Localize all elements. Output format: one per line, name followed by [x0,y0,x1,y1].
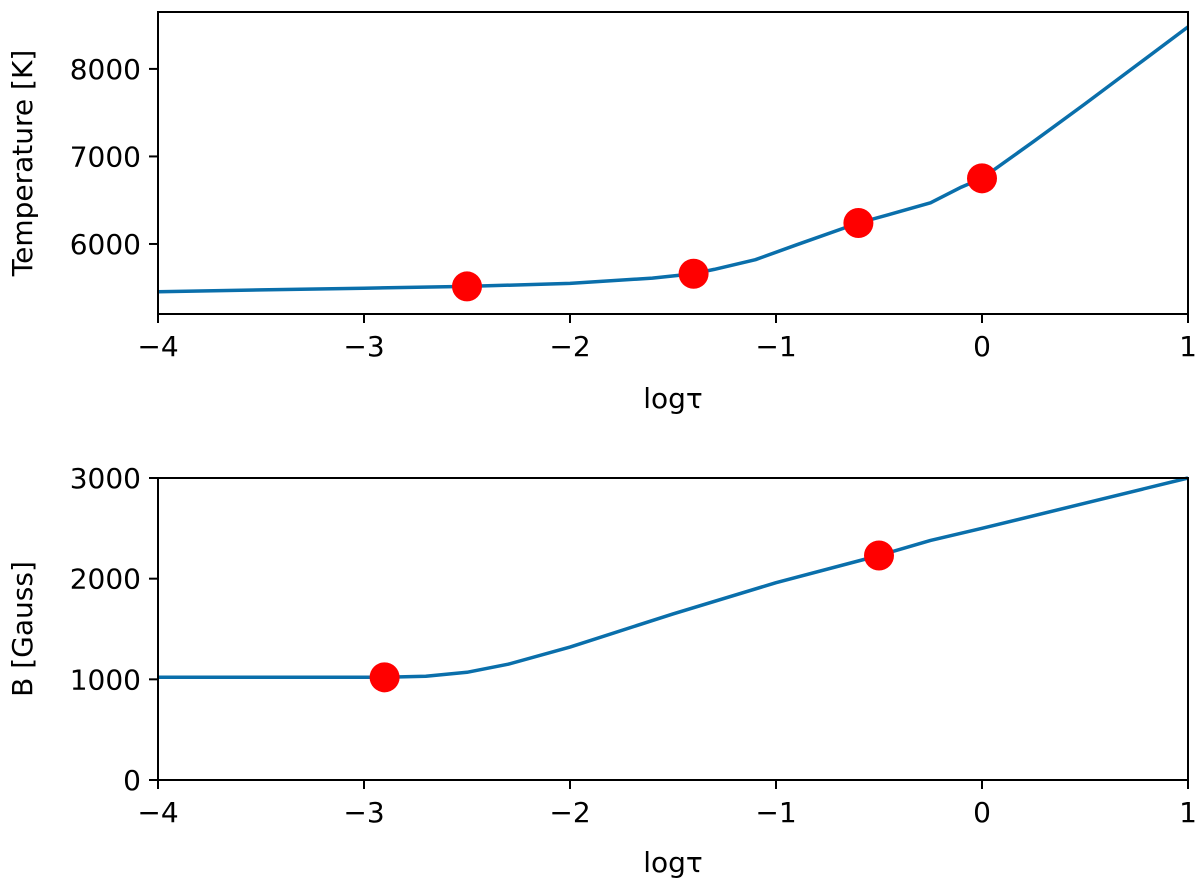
temperature-y-tick-label: 8000 [70,53,141,86]
magnetic-field-marker-point [864,540,894,571]
magnetic-field-x-tick-label: −3 [343,796,384,829]
magnetic-field-x-tick-label: −2 [549,796,590,829]
magnetic-field-y-tick-label: 1000 [70,663,141,696]
temperature-marker-point [843,207,874,238]
magnetic-field-xlabel: logτ [643,846,703,879]
magnetic-field-marker-point [369,662,400,693]
temperature-ylabel: Temperature [K] [6,50,39,277]
temperature-panel: logτ Temperature [K] −4 −3 −2 −1 0 1 6000 7000 8… [6,11,1197,415]
magnetic-field-y-tick-label: 2000 [70,563,141,596]
magnetic-field-panel: logτ B [Gauss] −4 −3 −2 −1 0 1 0 1000 2000 3000 [6,462,1197,879]
magnetic-field-x-tick-label: 1 [1179,796,1197,829]
temperature-xlabel: logτ [643,382,703,415]
magnetic-field-x-tick-label: −1 [755,796,796,829]
temperature-x-tick-label: −4 [137,330,178,363]
temperature-x-tick-label: 0 [973,330,991,363]
temperature-y-tick-label: 6000 [70,228,141,261]
temperature-y-tick-label: 7000 [70,140,141,173]
magnetic-field-series-line-0 [158,476,1189,680]
temperature-marker-point [678,258,709,289]
temperature-x-tick-label: −1 [755,330,796,363]
magnetic-field-y-tick-label: 0 [123,764,141,797]
temperature-x-tick-label: −2 [549,330,590,363]
temperature-series-line-0 [157,25,1190,294]
temperature-x-tick-label: −3 [343,330,384,363]
magnetic-field-x-tick-label: −4 [137,796,178,829]
magnetic-field-x-tick-label: 0 [973,796,991,829]
temperature-axes-frame [157,11,1189,315]
temperature-marker-point [452,271,482,302]
magnetic-field-y-tick-label: 3000 [70,462,141,495]
temperature-marker-point [967,163,997,194]
magnetic-field-axes-frame [157,477,1189,781]
temperature-x-tick-label: 1 [1179,330,1197,363]
magnetic-field-ylabel: B [Gauss] [6,561,39,697]
